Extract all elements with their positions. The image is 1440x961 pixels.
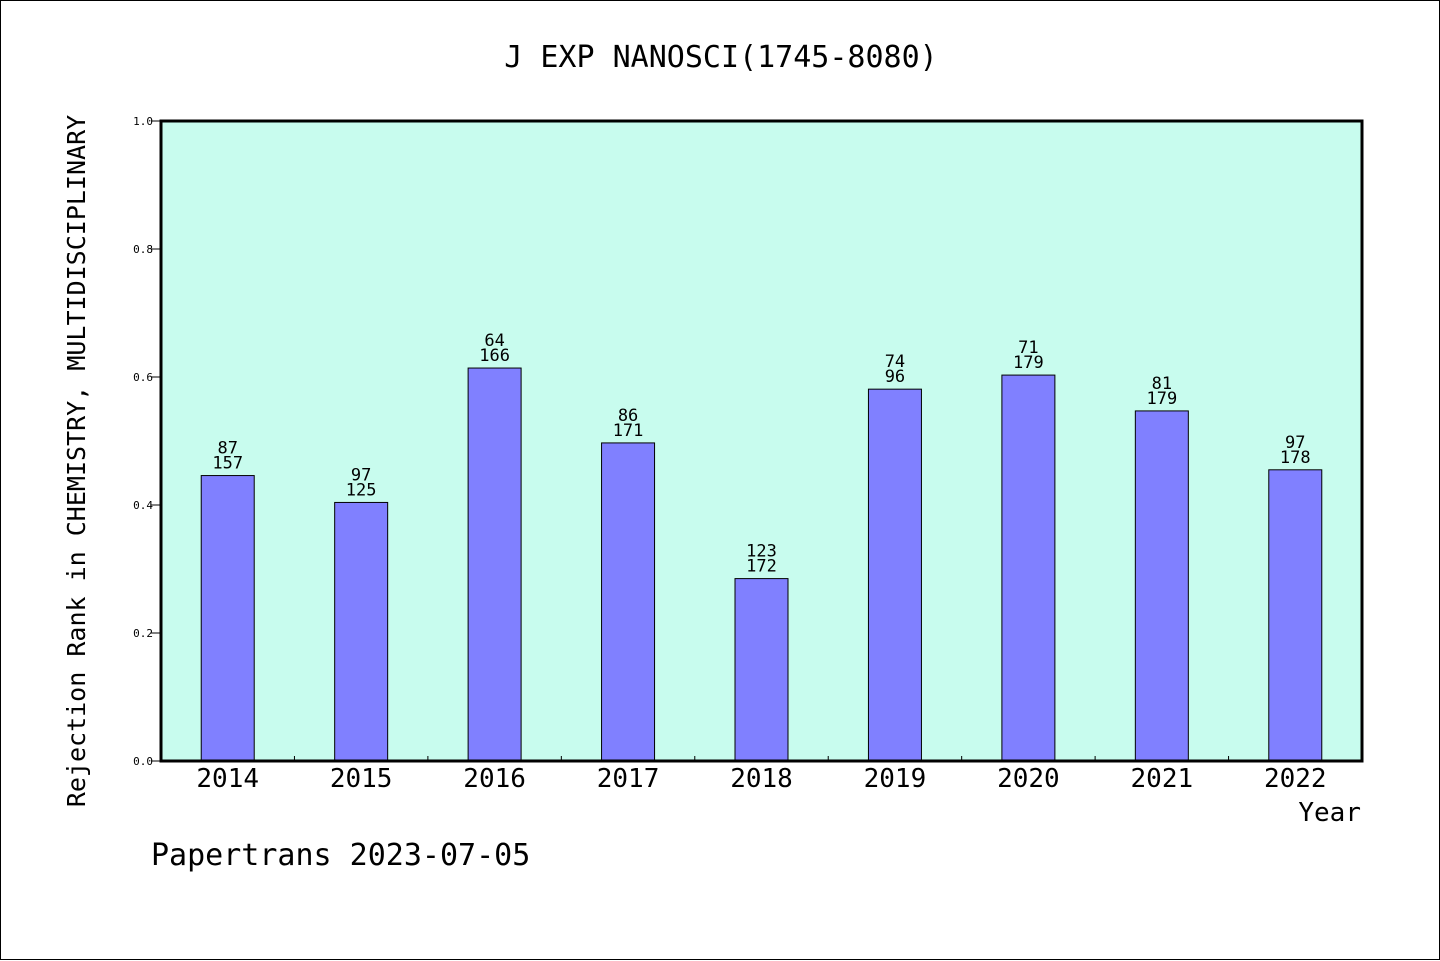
bar-label-top-2020: 71 bbox=[1018, 338, 1038, 358]
y-tick-label-0.2: 0.2 bbox=[133, 627, 153, 640]
bar-2022 bbox=[1268, 469, 1323, 762]
bar-2021 bbox=[1134, 410, 1189, 762]
x-tick-label-2022: 2022 bbox=[1264, 764, 1327, 794]
bar-label-top-2018: 123 bbox=[746, 542, 777, 562]
bar-label-bottom-2014: 157 bbox=[212, 454, 243, 474]
x-tick-label-2018: 2018 bbox=[730, 764, 793, 794]
y-tick-label-0.0: 0.0 bbox=[133, 755, 153, 768]
plot-frame bbox=[159, 119, 1364, 763]
y-tick-label-1.0: 1.0 bbox=[133, 115, 153, 128]
x-axis-label: Year bbox=[1298, 798, 1361, 828]
bar-label-bottom-2015: 125 bbox=[346, 480, 377, 500]
bar-label-bottom-2022: 178 bbox=[1280, 448, 1311, 468]
x-tick-label-2019: 2019 bbox=[864, 764, 927, 794]
x-tick-label-2017: 2017 bbox=[597, 764, 660, 794]
footer-credit: Papertrans 2023-07-05 bbox=[151, 838, 530, 873]
bar-label-bottom-2021: 179 bbox=[1146, 389, 1177, 409]
chart-title: J EXP NANOSCI(1745-8080) bbox=[504, 40, 937, 75]
bar-label-bottom-2019: 96 bbox=[885, 367, 905, 387]
y-axis-label: Rejection Rank in CHEMISTRY, MULTIDISCIP… bbox=[62, 115, 91, 807]
x-tick-label-2021: 2021 bbox=[1131, 764, 1194, 794]
y-tick-label-0.4: 0.4 bbox=[133, 499, 153, 512]
bar-label-bottom-2017: 171 bbox=[613, 421, 644, 441]
x-tick-label-2015: 2015 bbox=[330, 764, 393, 794]
x-tick-label-2016: 2016 bbox=[463, 764, 526, 794]
bar-label-top-2015: 97 bbox=[351, 465, 371, 485]
bar-2016 bbox=[467, 367, 522, 762]
bar-label-top-2014: 87 bbox=[217, 439, 237, 459]
bar-label-bottom-2016: 166 bbox=[479, 346, 510, 366]
bar-2017 bbox=[601, 442, 656, 762]
bar-label-top-2017: 86 bbox=[618, 406, 638, 426]
bar-2014 bbox=[200, 475, 255, 762]
bar-label-top-2016: 64 bbox=[484, 331, 504, 351]
y-tick-label-0.8: 0.8 bbox=[133, 243, 153, 256]
bar-label-bottom-2020: 179 bbox=[1013, 353, 1044, 373]
bar-label-top-2022: 97 bbox=[1285, 433, 1305, 453]
y-tick-label-0.6: 0.6 bbox=[133, 371, 153, 384]
bar-label-top-2019: 74 bbox=[885, 352, 905, 372]
bar-2018 bbox=[734, 578, 789, 762]
bar-2015 bbox=[334, 501, 389, 762]
x-tick-label-2020: 2020 bbox=[997, 764, 1060, 794]
bar-2019 bbox=[867, 388, 922, 762]
bar-label-top-2021: 81 bbox=[1152, 374, 1172, 394]
x-tick-label-2014: 2014 bbox=[196, 764, 259, 794]
bar-2020 bbox=[1001, 374, 1056, 762]
bar-label-bottom-2018: 172 bbox=[746, 557, 777, 577]
